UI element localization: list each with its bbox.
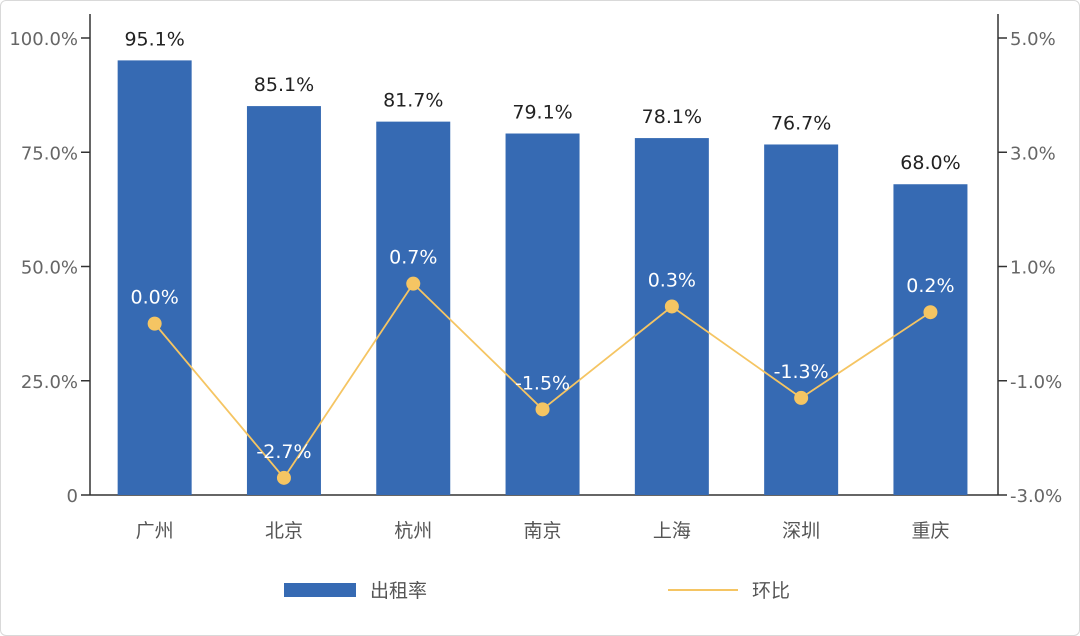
bar-data-label: 78.1% — [642, 106, 702, 128]
line-layer — [147, 276, 938, 485]
bar — [893, 184, 968, 496]
bar-data-label: 68.0% — [900, 152, 960, 174]
line-point — [535, 402, 550, 417]
legend-label-bar: 出租率 — [370, 580, 427, 602]
category-label: 深圳 — [782, 520, 820, 542]
line-point — [794, 390, 809, 405]
line-point — [923, 305, 938, 320]
left-tick-label: 100.0% — [9, 29, 78, 50]
line-data-label: 0.7% — [389, 247, 437, 269]
right-tick-label: 3.0% — [1010, 143, 1056, 164]
right-tick-label: -1.0% — [1010, 372, 1062, 393]
bar — [505, 133, 580, 495]
category-label: 上海 — [653, 520, 691, 542]
line-data-label: 0.2% — [906, 275, 954, 297]
line-data-label: 0.0% — [131, 287, 179, 309]
left-tick-label: 25.0% — [21, 372, 78, 393]
left-tick-label: 0 — [67, 486, 78, 507]
bar-data-label: 76.7% — [771, 112, 831, 134]
line-data-label: -1.5% — [515, 372, 570, 394]
category-label: 南京 — [524, 520, 562, 542]
bar — [246, 106, 321, 495]
bar-data-label: 85.1% — [254, 74, 314, 96]
category-label: 北京 — [265, 520, 303, 542]
category-label: 广州 — [136, 520, 174, 542]
bar-data-label: 95.1% — [124, 28, 184, 50]
bar-data-label: 79.1% — [512, 102, 572, 124]
bar — [764, 144, 839, 495]
right-tick-label: -3.0% — [1010, 486, 1062, 507]
axes: 0 25.0% 50.0% 75.0% 100.0% -3.0% -1.0% 1.0% 3.0%… — [9, 14, 1062, 507]
bar-data-label: 81.7% — [383, 90, 443, 112]
line-data-label: -2.7% — [256, 441, 311, 463]
line-point — [664, 299, 679, 314]
category-label: 杭州 — [394, 520, 432, 542]
bar-labels-layer: 95.1% 85.1% 81.7% 79.1% 78.1% 76.7% 68.0% — [124, 28, 960, 174]
legend-label-line: 环比 — [752, 580, 790, 602]
right-tick-label: 5.0% — [1010, 29, 1056, 50]
category-labels: 广州 北京 杭州 南京 上海 深圳 重庆 — [136, 520, 950, 542]
line-labels-layer: 0.0% -2.7% 0.7% -1.5% 0.3% -1.3% 0.2% — [131, 247, 955, 463]
left-tick-label: 50.0% — [21, 258, 78, 279]
bar — [634, 138, 709, 495]
line-point — [406, 276, 421, 291]
left-tick-label: 75.0% — [21, 143, 78, 164]
line-point — [276, 470, 291, 485]
right-tick-label: 1.0% — [1010, 258, 1056, 279]
bar — [117, 60, 192, 495]
bars-layer — [117, 60, 968, 496]
legend: 出租率 环比 — [284, 580, 790, 602]
line-data-label: -1.3% — [774, 361, 829, 383]
legend-swatch-bar — [284, 583, 356, 597]
category-label: 重庆 — [911, 520, 949, 542]
line-point — [147, 316, 162, 331]
line-data-label: 0.3% — [648, 269, 696, 291]
